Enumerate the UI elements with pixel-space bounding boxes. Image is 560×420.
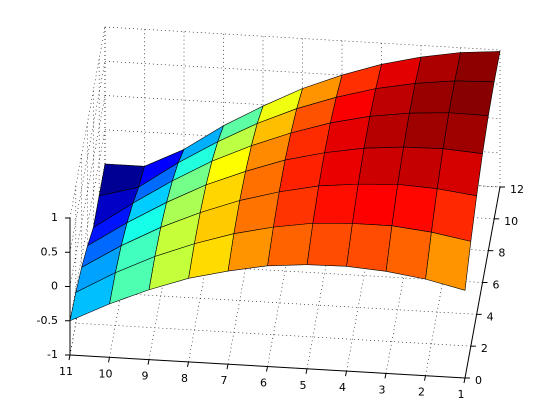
surface-patch [227, 226, 274, 272]
y-tick-label: 0 [475, 374, 482, 387]
grid-line [385, 182, 422, 374]
surface-patch [385, 225, 432, 280]
x-tick [384, 373, 387, 379]
x-tick [147, 359, 150, 365]
x-tick-label: 3 [379, 383, 386, 396]
grid-line [69, 61, 106, 253]
x-tick-label: 1 [458, 388, 465, 401]
surface-patch [369, 83, 416, 117]
x-tick-label: 5 [300, 379, 307, 392]
grid-line [425, 184, 461, 376]
y-tick-label: 4 [487, 310, 494, 323]
grid-line [227, 173, 264, 365]
x-tick [345, 371, 347, 377]
surface-patch [273, 185, 319, 228]
surface-patch [414, 52, 461, 84]
y-tick-label: 6 [493, 279, 500, 292]
grid-line [69, 129, 106, 321]
surface-patch [267, 222, 314, 267]
surface-patch [436, 148, 483, 197]
x-tick-label: 9 [142, 370, 149, 383]
surface-patch [69, 272, 116, 322]
z-tick-label: 0 [51, 280, 58, 293]
surface-patch [442, 112, 489, 155]
surface-patch [448, 80, 495, 117]
surface-patch [431, 188, 477, 242]
z-tick-label: -1 [47, 348, 58, 361]
surface-patch [397, 146, 444, 190]
x-tick [68, 354, 71, 361]
x-tick-label: 4 [339, 381, 346, 394]
y-tick-label: 12 [510, 183, 524, 196]
surface-patch [357, 146, 404, 185]
surface-patch [318, 147, 365, 187]
x-tick-label: 2 [418, 386, 425, 399]
y-tick-label: 2 [481, 342, 488, 355]
grid-line [346, 180, 382, 372]
x-tick [266, 366, 268, 372]
surface-patch [391, 184, 438, 233]
surface-patch [312, 183, 359, 224]
z-tick-label: 0.5 [41, 245, 59, 258]
z-tick-label: -0.5 [37, 314, 58, 327]
x-tick-label: 6 [260, 377, 267, 390]
surface-patch [425, 231, 472, 291]
grid-line [267, 175, 303, 367]
surface-patch [403, 112, 450, 149]
x-tick-label: 11 [59, 365, 73, 378]
z-tick-label: 1 [51, 211, 58, 224]
x-tick-label: 8 [181, 372, 188, 385]
grid-line [69, 163, 106, 356]
surface-patch [346, 223, 393, 272]
x-tick [187, 361, 189, 367]
x-tick-label: 10 [99, 367, 113, 380]
surface-patch [352, 183, 398, 227]
x-tick [305, 368, 308, 374]
y-tick-label: 8 [498, 247, 505, 260]
surface-patch [363, 112, 410, 149]
x-tick [108, 357, 110, 363]
grid-line [69, 26, 106, 219]
y-tick-label: 10 [504, 215, 518, 228]
x-tick [463, 377, 466, 384]
surface-patch [454, 51, 501, 83]
x-tick [226, 364, 229, 370]
grid-line [69, 95, 106, 287]
grid-line [306, 177, 343, 369]
surface-patch [306, 222, 353, 267]
surface-patch [409, 80, 455, 114]
x-tick [424, 375, 426, 381]
x-tick-label: 7 [221, 374, 228, 387]
